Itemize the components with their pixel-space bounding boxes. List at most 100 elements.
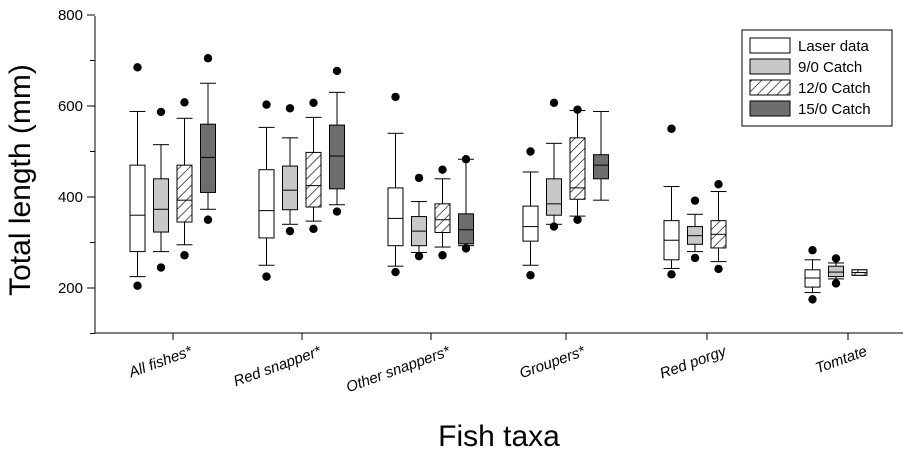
box-iqr <box>522 205 539 242</box>
box-laser-data <box>804 246 821 304</box>
legend-swatch <box>749 100 791 117</box>
outlier-point <box>573 215 582 224</box>
y-tick-label: 600 <box>58 98 83 115</box>
box-iqr <box>569 137 586 200</box>
legend-label: Laser data <box>798 38 870 55</box>
box-15-0-catch <box>329 66 345 216</box>
outlier-point <box>180 98 189 107</box>
outlier-point <box>133 281 142 290</box>
box-laser-data <box>129 63 146 290</box>
outlier-point <box>549 222 559 231</box>
x-tick-label: Tomtate <box>813 343 869 377</box>
box-iqr <box>129 164 146 253</box>
box-iqr <box>329 124 345 190</box>
outlier-point <box>438 251 447 260</box>
outlier-point <box>133 63 142 72</box>
box-iqr <box>258 169 275 239</box>
box-12-0-catch <box>305 98 322 234</box>
box-12-0-catch <box>710 180 727 274</box>
outlier-point <box>573 105 582 114</box>
box-15-0-catch <box>200 54 216 224</box>
x-tick-label: All fishes* <box>126 342 196 381</box>
box-iqr <box>176 164 193 223</box>
box-iqr <box>546 178 562 216</box>
legend-swatch <box>749 79 791 96</box>
outlier-point <box>831 254 841 263</box>
y-axis: 200 400 600 800 <box>58 7 96 334</box>
outlier-point <box>203 54 213 63</box>
outlier-point <box>262 100 271 109</box>
y-tick-label: 400 <box>58 189 83 206</box>
outlier-point <box>549 98 559 108</box>
outlier-point <box>391 267 400 277</box>
outlier-point <box>526 271 535 280</box>
box-laser-data <box>258 100 275 281</box>
outlier-point <box>667 270 676 279</box>
legend-swatch <box>749 58 791 75</box>
box-iqr <box>305 151 322 208</box>
outlier-point <box>156 263 166 272</box>
box-9-0-catch <box>828 254 844 288</box>
box-laser-data <box>387 92 404 277</box>
box-iqr <box>593 154 609 180</box>
box-12-0-catch <box>851 269 868 276</box>
box-12-0-catch <box>569 105 586 224</box>
outlier-point <box>332 66 342 76</box>
x-axis-title: Fish taxa <box>438 420 560 450</box>
box-iqr <box>828 265 844 278</box>
box-laser-data <box>522 147 539 280</box>
box-9-0-catch <box>282 104 298 236</box>
y-tick-label: 200 <box>58 280 83 297</box>
outlier-point <box>667 124 676 133</box>
outlier-point <box>808 246 817 255</box>
outlier-point <box>332 207 342 216</box>
outlier-point <box>690 253 700 263</box>
x-tick-label: Red snapper* <box>231 342 324 390</box>
outlier-point <box>690 196 700 205</box>
box-15-0-catch <box>593 110 609 201</box>
box-iqr <box>282 165 298 211</box>
plot-marks <box>129 54 868 304</box>
box-9-0-catch <box>153 107 169 272</box>
outlier-point <box>309 224 318 234</box>
outlier-point <box>285 104 295 113</box>
legend-label: 15/0 Catch <box>798 101 871 118</box>
outlier-point <box>526 147 535 156</box>
box-iqr <box>387 187 404 247</box>
y-tick-label: 800 <box>58 7 83 24</box>
outlier-point <box>461 244 471 253</box>
box-15-0-catch <box>458 155 474 253</box>
box-iqr <box>153 178 169 233</box>
outlier-point <box>831 279 841 288</box>
outlier-point <box>714 264 723 274</box>
outlier-point <box>262 272 271 281</box>
x-axis: All fishes* Red snapper* Other snappers* Gr… <box>95 332 903 396</box>
outlier-point <box>285 226 295 236</box>
box-iqr <box>458 213 474 245</box>
outlier-point <box>391 92 400 102</box>
box-12-0-catch <box>434 165 451 260</box>
x-tick-label: Groupers* <box>517 342 588 382</box>
box-9-0-catch <box>687 196 703 263</box>
outlier-point <box>438 165 447 174</box>
outlier-point <box>461 155 471 164</box>
outlier-point <box>309 98 318 108</box>
outlier-point <box>414 173 424 183</box>
outlier-point <box>203 215 213 224</box>
box-iqr <box>434 203 451 233</box>
x-tick-label: Red porgy <box>658 342 730 382</box>
outlier-point <box>714 180 723 189</box>
legend-label: 12/0 Catch <box>798 80 871 97</box>
legend: Laser data 9/0 Catch 12/0 Catch 15/0 Catch <box>741 29 893 127</box>
legend-swatch <box>749 37 791 54</box>
outlier-point <box>414 251 424 261</box>
box-9-0-catch <box>546 98 562 231</box>
box-iqr <box>200 123 216 193</box>
y-axis-title: Total length (mm) <box>4 64 37 296</box>
box-laser-data <box>663 124 680 279</box>
outlier-point <box>180 251 189 260</box>
box-12-0-catch <box>176 98 193 260</box>
x-tick-label: Other snappers* <box>344 342 454 396</box>
legend-label: 9/0 Catch <box>798 59 862 76</box>
